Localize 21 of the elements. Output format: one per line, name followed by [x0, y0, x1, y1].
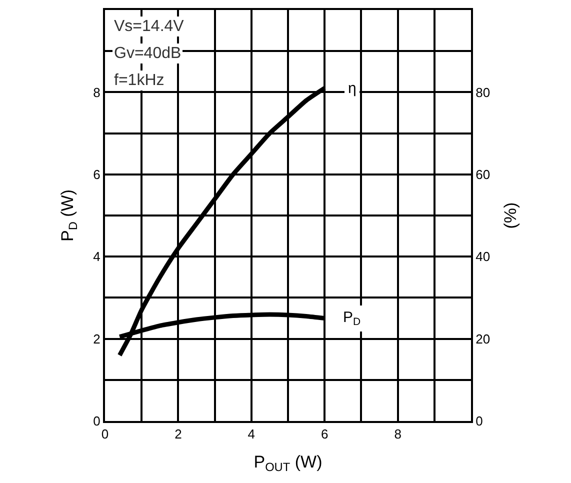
- x-tick-label: 6: [320, 426, 328, 442]
- y-tick-label: 0: [93, 414, 100, 429]
- y2-tick-label: 20: [476, 331, 490, 346]
- y-tick-label: 8: [93, 84, 100, 100]
- annotation: Vs=14.4V: [114, 18, 184, 35]
- series-label: η: [348, 80, 356, 97]
- y2-tick-label: 0: [476, 414, 483, 429]
- y2-axis-title: (%): [500, 202, 520, 229]
- x-tick-label: 2: [174, 426, 182, 442]
- y-tick-label: 6: [93, 166, 100, 182]
- y2-tick-label: 60: [476, 166, 490, 182]
- x-axis-title: P$_{OUT}$ (W): [254, 452, 322, 474]
- y2-tick-label: 80: [476, 84, 490, 100]
- y-tick-label: 4: [93, 249, 100, 264]
- y2-tick-label: 40: [476, 249, 490, 264]
- annotation: Gv=40dB: [114, 45, 182, 62]
- series-label: P$_{D}$: [343, 309, 362, 328]
- y-tick-label: 2: [93, 331, 100, 346]
- x-tick-label: 8: [394, 426, 402, 442]
- x-tick-label: 4: [248, 426, 256, 442]
- annotation: f=1kHz: [114, 72, 164, 89]
